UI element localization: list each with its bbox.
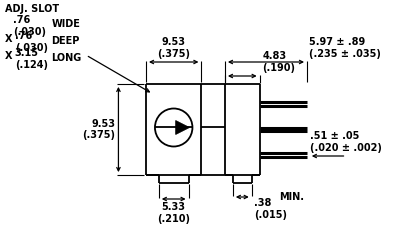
Text: .76
(.030): .76 (.030) xyxy=(13,15,46,37)
Text: 9.53
(.375): 9.53 (.375) xyxy=(157,37,190,59)
Text: 3.15
(.124): 3.15 (.124) xyxy=(15,48,48,70)
Text: .51 ± .05
(.020 ± .002): .51 ± .05 (.020 ± .002) xyxy=(310,131,382,153)
Text: 5.97 ± .89
(.235 ± .035): 5.97 ± .89 (.235 ± .035) xyxy=(309,37,381,59)
Text: X: X xyxy=(5,34,12,44)
Text: .38
(.015): .38 (.015) xyxy=(254,198,287,220)
Text: MIN.: MIN. xyxy=(279,192,304,202)
Text: LONG: LONG xyxy=(51,53,82,63)
Text: DEEP: DEEP xyxy=(51,36,80,46)
Text: ADJ. SLOT: ADJ. SLOT xyxy=(5,4,59,14)
Text: X: X xyxy=(5,51,12,61)
Text: WIDE: WIDE xyxy=(51,19,80,29)
Text: 9.53
(.375): 9.53 (.375) xyxy=(82,119,116,140)
Text: 4.83
(.190): 4.83 (.190) xyxy=(262,51,296,73)
Text: 5.33
(.210): 5.33 (.210) xyxy=(157,202,190,224)
Polygon shape xyxy=(176,121,190,135)
Text: .76
(.030): .76 (.030) xyxy=(15,31,48,53)
